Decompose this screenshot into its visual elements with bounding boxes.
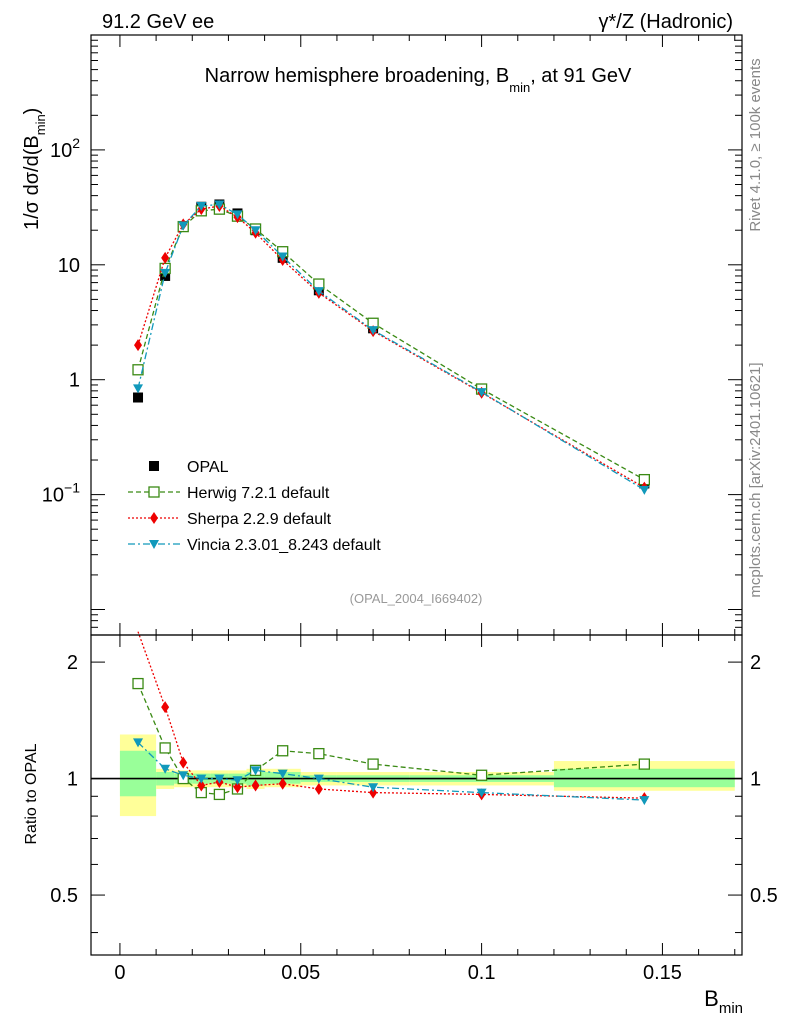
ratio-point-vincia [277, 769, 288, 779]
ratio-tick-label-left: 0.5 [50, 885, 78, 907]
x-axis-label: Bmin [704, 986, 743, 1017]
y-tick-label: 10 [58, 255, 80, 277]
x-tick-label: 0 [114, 962, 125, 984]
legend-marker [149, 540, 159, 549]
mcplots-label: mcplots.cern.ch [arXiv:2401.10621] [747, 362, 764, 597]
ratio-point-vincia [476, 788, 487, 798]
ratio-point-vincia [250, 766, 261, 776]
y-tick-label: 1 [69, 370, 80, 392]
y-tick-label: 10−1 [42, 480, 80, 507]
series-line-sherpa [137, 205, 645, 489]
legend-item-sherpa: Sherpa 2.2.9 default [128, 511, 332, 528]
legend-label: Sherpa 2.2.9 default [187, 511, 332, 528]
x-tick-label: 0.05 [281, 962, 320, 984]
data-point-vincia [639, 485, 650, 495]
data-point-vincia [232, 210, 243, 220]
ratio-line-vincia [137, 741, 645, 801]
data-point-vincia [313, 287, 324, 297]
ratio-point-herwig [638, 758, 650, 770]
data-point-vincia [160, 268, 171, 278]
legend-label: Herwig 7.2.1 default [187, 485, 330, 502]
series-line-vincia [137, 203, 645, 491]
legend-marker [150, 512, 158, 524]
ratio-point-vincia [160, 764, 171, 774]
ratio-point-herwig [313, 747, 325, 760]
legend-label: OPAL [187, 459, 229, 476]
ratio-point-sherpa [233, 781, 242, 794]
ratio-point-vincia [214, 774, 225, 784]
ratio-plot-frame [90, 634, 743, 956]
ratio-point-sherpa [197, 779, 206, 792]
data-point-vincia [250, 226, 261, 236]
ratio-point-vincia [639, 796, 650, 806]
ratio-tick-label-right: 1 [750, 769, 761, 791]
ratio-point-herwig [132, 677, 144, 690]
ratio-tick-label-left: 1 [67, 769, 78, 791]
ratio-tick-label-left: 2 [67, 652, 78, 674]
x-tick-label: 0.1 [468, 962, 496, 984]
header-energy-label: 91.2 GeV ee [102, 11, 214, 33]
ratio-point-vincia [368, 783, 379, 793]
data-point-vincia [178, 221, 189, 231]
ratio-point-sherpa [314, 782, 323, 795]
series-line-herwig [137, 208, 645, 481]
analysis-id-label: (OPAL_2004_I669402) [350, 591, 483, 606]
ratio-point-herwig [475, 769, 488, 781]
legend-item-vincia: Vincia 2.3.01_8.243 default [128, 537, 381, 554]
legend-label: Vincia 2.3.01_8.243 default [187, 537, 381, 554]
ratio-point-herwig [367, 758, 379, 770]
ratio-tick-label-right: 2 [750, 652, 761, 674]
ratio-band-inner [119, 750, 157, 797]
ratio-point-sherpa [251, 779, 260, 792]
legend-marker [149, 461, 159, 471]
series-sherpa [134, 199, 649, 805]
data-point-vincia [133, 384, 144, 394]
ratio-point-vincia [178, 771, 189, 781]
plot-title: Narrow hemisphere broadening, Bmin, at 9… [205, 65, 632, 95]
ratio-point-herwig [277, 745, 289, 757]
ratio-point-herwig [213, 788, 226, 801]
ratio-point-vincia [313, 774, 324, 784]
rivet-version-label: Rivet 4.1.0, ≥ 100k events [747, 58, 764, 231]
header-process-label: γ*/Z (Hadronic) [599, 11, 733, 33]
data-point-opal [133, 392, 144, 403]
legend-item-herwig: Herwig 7.2.1 default [128, 485, 330, 502]
data-point-sherpa [161, 251, 170, 264]
y-axis-label-ratio: Ratio to OPAL [23, 743, 40, 844]
ratio-line-sherpa [137, 631, 645, 799]
series-vincia [133, 200, 650, 806]
ratio-point-sherpa [179, 756, 188, 769]
ratio-point-herwig [159, 742, 171, 754]
ratio-point-vincia [232, 776, 243, 786]
ratio-point-sherpa [278, 777, 287, 790]
data-point-vincia [277, 252, 288, 262]
series-opal [133, 199, 650, 489]
ratio-point-sherpa [369, 786, 378, 799]
ratio-point-vincia [133, 738, 144, 748]
data-point-vincia [476, 388, 487, 398]
ratio-point-vincia [196, 774, 207, 784]
x-tick-label: 0.15 [643, 962, 682, 984]
data-point-sherpa [134, 339, 143, 352]
data-point-vincia [214, 200, 225, 210]
data-point-vincia [196, 201, 207, 211]
data-point-vincia [368, 326, 379, 336]
legend-item-opal: OPAL [149, 459, 229, 476]
ratio-tick-label-right: 0.5 [750, 885, 778, 907]
legend-marker [148, 486, 160, 498]
y-axis-label-main: 1/σ dσ/d(Bmin) [21, 108, 48, 230]
ratio-point-sherpa [161, 701, 170, 714]
legend: OPAL Herwig 7.2.1 default Sherpa 2.2.9 def… [128, 459, 381, 554]
y-tick-label: 102 [50, 135, 80, 162]
